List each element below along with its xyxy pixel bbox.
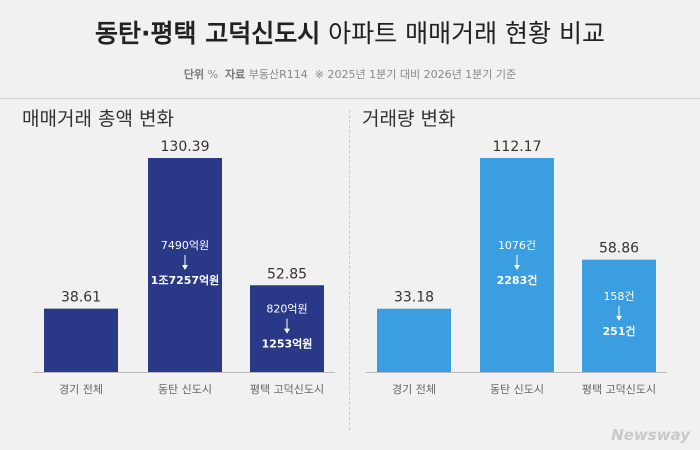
section-divider xyxy=(349,110,350,430)
left-annotation-from-1: 7490억원 xyxy=(161,239,209,252)
right-annotation-to-1: 2283건 xyxy=(497,273,538,287)
left-category-label-0: 경기 전체 xyxy=(59,383,103,396)
note-text: ※ 2025년 1분기 대비 2026년 1분기 기준 xyxy=(314,68,517,81)
right-value-label-1: 112.17 xyxy=(493,139,542,155)
right-value-label-2: 58.86 xyxy=(599,241,639,257)
unit-label: 단위 xyxy=(183,68,205,81)
right-arrow-head-2 xyxy=(616,315,622,321)
left-value-label-0: 38.61 xyxy=(61,290,101,306)
right-chart-title: 거래량 변화 xyxy=(362,108,456,130)
right-value-label-0: 33.18 xyxy=(394,290,434,306)
right-category-label-2: 평택 고덕신도시 xyxy=(582,383,656,396)
right-annotation-to-2: 251건 xyxy=(602,324,635,338)
left-category-label-2: 평택 고덕신도시 xyxy=(250,383,324,396)
right-category-label-1: 동탄 신도시 xyxy=(490,383,544,396)
left-annotation-to-1: 1조7257억원 xyxy=(151,273,220,287)
page-title: 동탄·평택 고덕신도시 아파트 매매거래 현황 비교 xyxy=(0,14,700,50)
left-arrow-head-2 xyxy=(284,328,290,334)
left-value-label-2: 52.85 xyxy=(267,266,307,282)
right-bar-0 xyxy=(377,308,451,372)
right-arrow-head-1 xyxy=(514,265,520,270)
subtitle: 단위 % 자료 부동산R114 ※ 2025년 1분기 대비 2026년 1분기… xyxy=(0,66,700,82)
unit-value: % xyxy=(207,68,219,81)
left-value-label-1: 130.39 xyxy=(161,139,210,155)
left-annotation-from-2: 820억원 xyxy=(266,303,307,316)
right-category-label-0: 경기 전체 xyxy=(392,383,436,396)
source-value: 부동산R114 xyxy=(248,68,308,81)
header-divider xyxy=(0,98,700,99)
right-annotation-from-1: 1076건 xyxy=(498,239,536,252)
left-category-label-1: 동탄 신도시 xyxy=(158,383,212,396)
left-arrow-head-1 xyxy=(182,265,188,270)
source-label: 자료 xyxy=(225,68,246,81)
left-bar-0 xyxy=(44,308,118,372)
left-chart-title: 매매거래 총액 변화 xyxy=(22,108,174,130)
title-light: 아파트 매매거래 현황 비교 xyxy=(328,19,605,48)
newsway-logo: Newsway xyxy=(611,426,690,444)
title-bold: 동탄·평택 고덕신도시 xyxy=(95,19,321,48)
left-annotation-to-2: 1253억원 xyxy=(262,337,313,351)
right-annotation-from-2: 158건 xyxy=(603,290,634,303)
